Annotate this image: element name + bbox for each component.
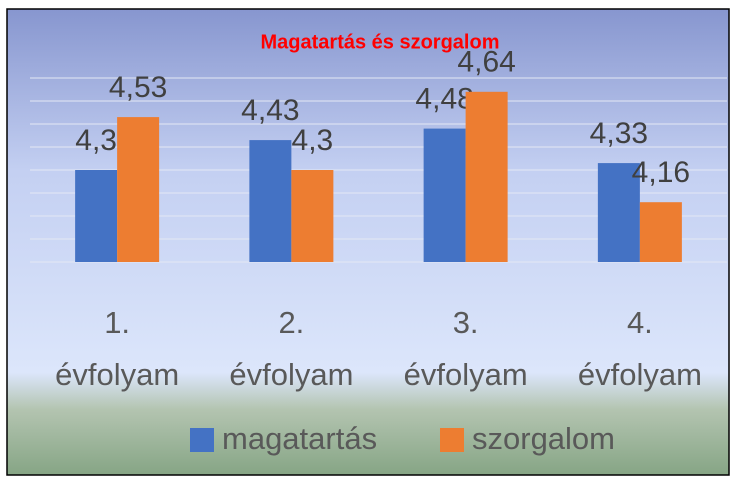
bar (249, 140, 292, 262)
x-tick-label: 2. évfolyam (229, 305, 353, 392)
value-label: 4,16 (632, 156, 690, 189)
legend-swatch (190, 428, 214, 452)
x-tick-label: 1. évfolyam (55, 305, 179, 392)
value-label: 4,64 (457, 46, 515, 79)
bar (597, 163, 640, 262)
x-tick-label: 4. évfolyam (578, 305, 702, 392)
legend-swatch (440, 428, 464, 452)
bar (639, 202, 682, 262)
value-label: 4,48 (415, 83, 473, 116)
value-label: 4,3 (292, 124, 334, 157)
chart-title: Magatartás és szorgalom (261, 31, 500, 53)
bar (423, 128, 466, 262)
bar (117, 117, 160, 262)
value-label: 4,33 (590, 117, 648, 150)
legend-label: szorgalom (472, 421, 615, 456)
bar (75, 170, 118, 262)
x-tick-label: 3. évfolyam (404, 305, 528, 392)
value-label: 4,53 (109, 71, 167, 104)
value-label: 4,3 (75, 124, 117, 157)
bar (291, 170, 334, 262)
bar (465, 91, 508, 262)
legend-label: magatartás (222, 421, 377, 456)
value-label: 4,43 (241, 94, 299, 127)
